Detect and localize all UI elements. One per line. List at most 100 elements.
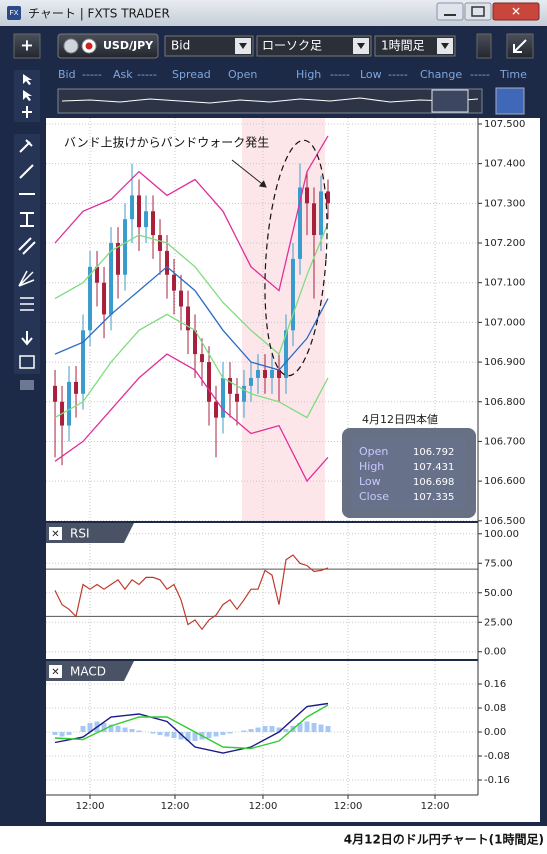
x-tick-label: 12:00: [421, 801, 450, 812]
add-button[interactable]: [13, 33, 41, 59]
macd-line: [54, 704, 329, 750]
histogram-bar: [318, 724, 324, 732]
download-tool[interactable]: [21, 331, 33, 346]
histogram-bar: [66, 732, 72, 735]
y-tick-label: 75.00: [484, 558, 513, 569]
highlight-region: [242, 118, 325, 522]
panel-toggle-button[interactable]: [476, 33, 492, 59]
histogram-bar: [129, 729, 135, 732]
close-icon: ✕: [511, 5, 521, 19]
ohlc-value: 106.792: [413, 447, 454, 458]
detach-icon: [513, 39, 527, 53]
candle-body: [172, 274, 177, 291]
timeframe-label: 1時間足: [381, 39, 425, 53]
y-tick-label: 0.00: [484, 647, 506, 658]
channel-tool[interactable]: [20, 212, 34, 227]
candle-body: [130, 195, 135, 220]
dropdown-arrow: [239, 43, 247, 49]
candle-body: [165, 250, 170, 275]
y-tick-label: 0.08: [484, 703, 506, 714]
cursor-tool[interactable]: [23, 74, 32, 85]
candle-body: [312, 203, 317, 236]
histogram-bar: [248, 729, 254, 732]
dropdown-arrow: [441, 43, 449, 49]
y-tick-label: 0.00: [484, 727, 506, 738]
quote-field: High: [296, 68, 321, 81]
list-tool[interactable]: [19, 355, 35, 369]
ohlc-label: Close: [359, 490, 389, 503]
y-tick-label: 100.00: [484, 529, 519, 540]
band-line: [54, 353, 329, 483]
maximize-button[interactable]: [464, 2, 492, 21]
candle-body: [221, 377, 226, 418]
macd-close[interactable]: [49, 665, 62, 678]
candle-body: [305, 187, 310, 204]
candle-body: [193, 330, 198, 355]
candle-body: [263, 370, 268, 378]
ohlc-title: 4月12日四本値: [362, 412, 438, 426]
histogram-bar: [297, 723, 303, 732]
close-button[interactable]: [492, 2, 540, 21]
y-tick-label: 107.100: [484, 278, 525, 289]
chart-type-select[interactable]: [256, 35, 372, 57]
histogram-bar: [220, 732, 226, 735]
histogram-bar: [115, 726, 121, 732]
zoom-fit-button[interactable]: [495, 87, 525, 115]
rsi-close[interactable]: [49, 527, 62, 540]
price-type-select[interactable]: [164, 35, 254, 57]
ohlc-value: 107.431: [413, 462, 454, 473]
histogram-bar: [304, 721, 310, 732]
ohlc-label: High: [359, 460, 384, 473]
histogram-bar: [101, 723, 107, 732]
candle-body: [158, 235, 163, 251]
rsi-close-icon: ✕: [51, 529, 59, 540]
dropdown-arrow: [357, 43, 365, 49]
histogram-bar: [283, 729, 289, 732]
y-tick-label: 107.000: [484, 317, 525, 328]
band-line: [54, 265, 329, 371]
y-tick-label: -0.08: [484, 751, 510, 762]
candle-body: [242, 385, 247, 402]
hammer-tool[interactable]: [19, 139, 33, 153]
app-icon-text: FX: [10, 10, 19, 17]
candle-body: [326, 191, 331, 204]
trendline-tool[interactable]: [19, 164, 34, 179]
candle-body: [123, 219, 128, 275]
quote-field: Low: [360, 68, 382, 81]
x-tick-label: 12:00: [76, 801, 105, 812]
y-tick-label: -0.16: [484, 775, 510, 786]
histogram-bar: [325, 726, 331, 732]
y-tick-label: 107.400: [484, 159, 525, 170]
candle-body: [256, 370, 261, 378]
histogram-bar: [255, 727, 261, 732]
macd-close-icon: ✕: [51, 667, 59, 678]
candle-body: [235, 393, 240, 402]
quote-field: Change: [420, 68, 462, 81]
histogram-bar: [150, 732, 156, 734]
band-line: [54, 222, 329, 356]
navigator-window[interactable]: [431, 89, 469, 113]
minimize-button[interactable]: [436, 2, 464, 21]
parallel-tool[interactable]: [18, 237, 36, 255]
app-icon: [7, 6, 21, 20]
select-tool[interactable]: [23, 90, 32, 101]
navigator[interactable]: [57, 88, 483, 114]
histogram-bar: [227, 732, 233, 734]
y-tick-label: 106.700: [484, 436, 525, 447]
fibonacci-tool[interactable]: [20, 297, 34, 311]
fan-tool[interactable]: [18, 270, 35, 287]
candle-body: [179, 290, 184, 307]
candle-body: [214, 401, 219, 418]
symbol-button[interactable]: [57, 33, 159, 59]
candle-body: [144, 211, 149, 228]
timeframe-select[interactable]: [374, 35, 456, 57]
histogram-bar: [276, 727, 282, 732]
annotation-ellipse: [264, 139, 328, 377]
pan-tool[interactable]: [22, 106, 32, 118]
quote-field: -----: [470, 68, 490, 81]
flag-jp-sun: [85, 42, 93, 50]
camera-tool[interactable]: [20, 380, 34, 390]
candle-body: [249, 377, 254, 386]
